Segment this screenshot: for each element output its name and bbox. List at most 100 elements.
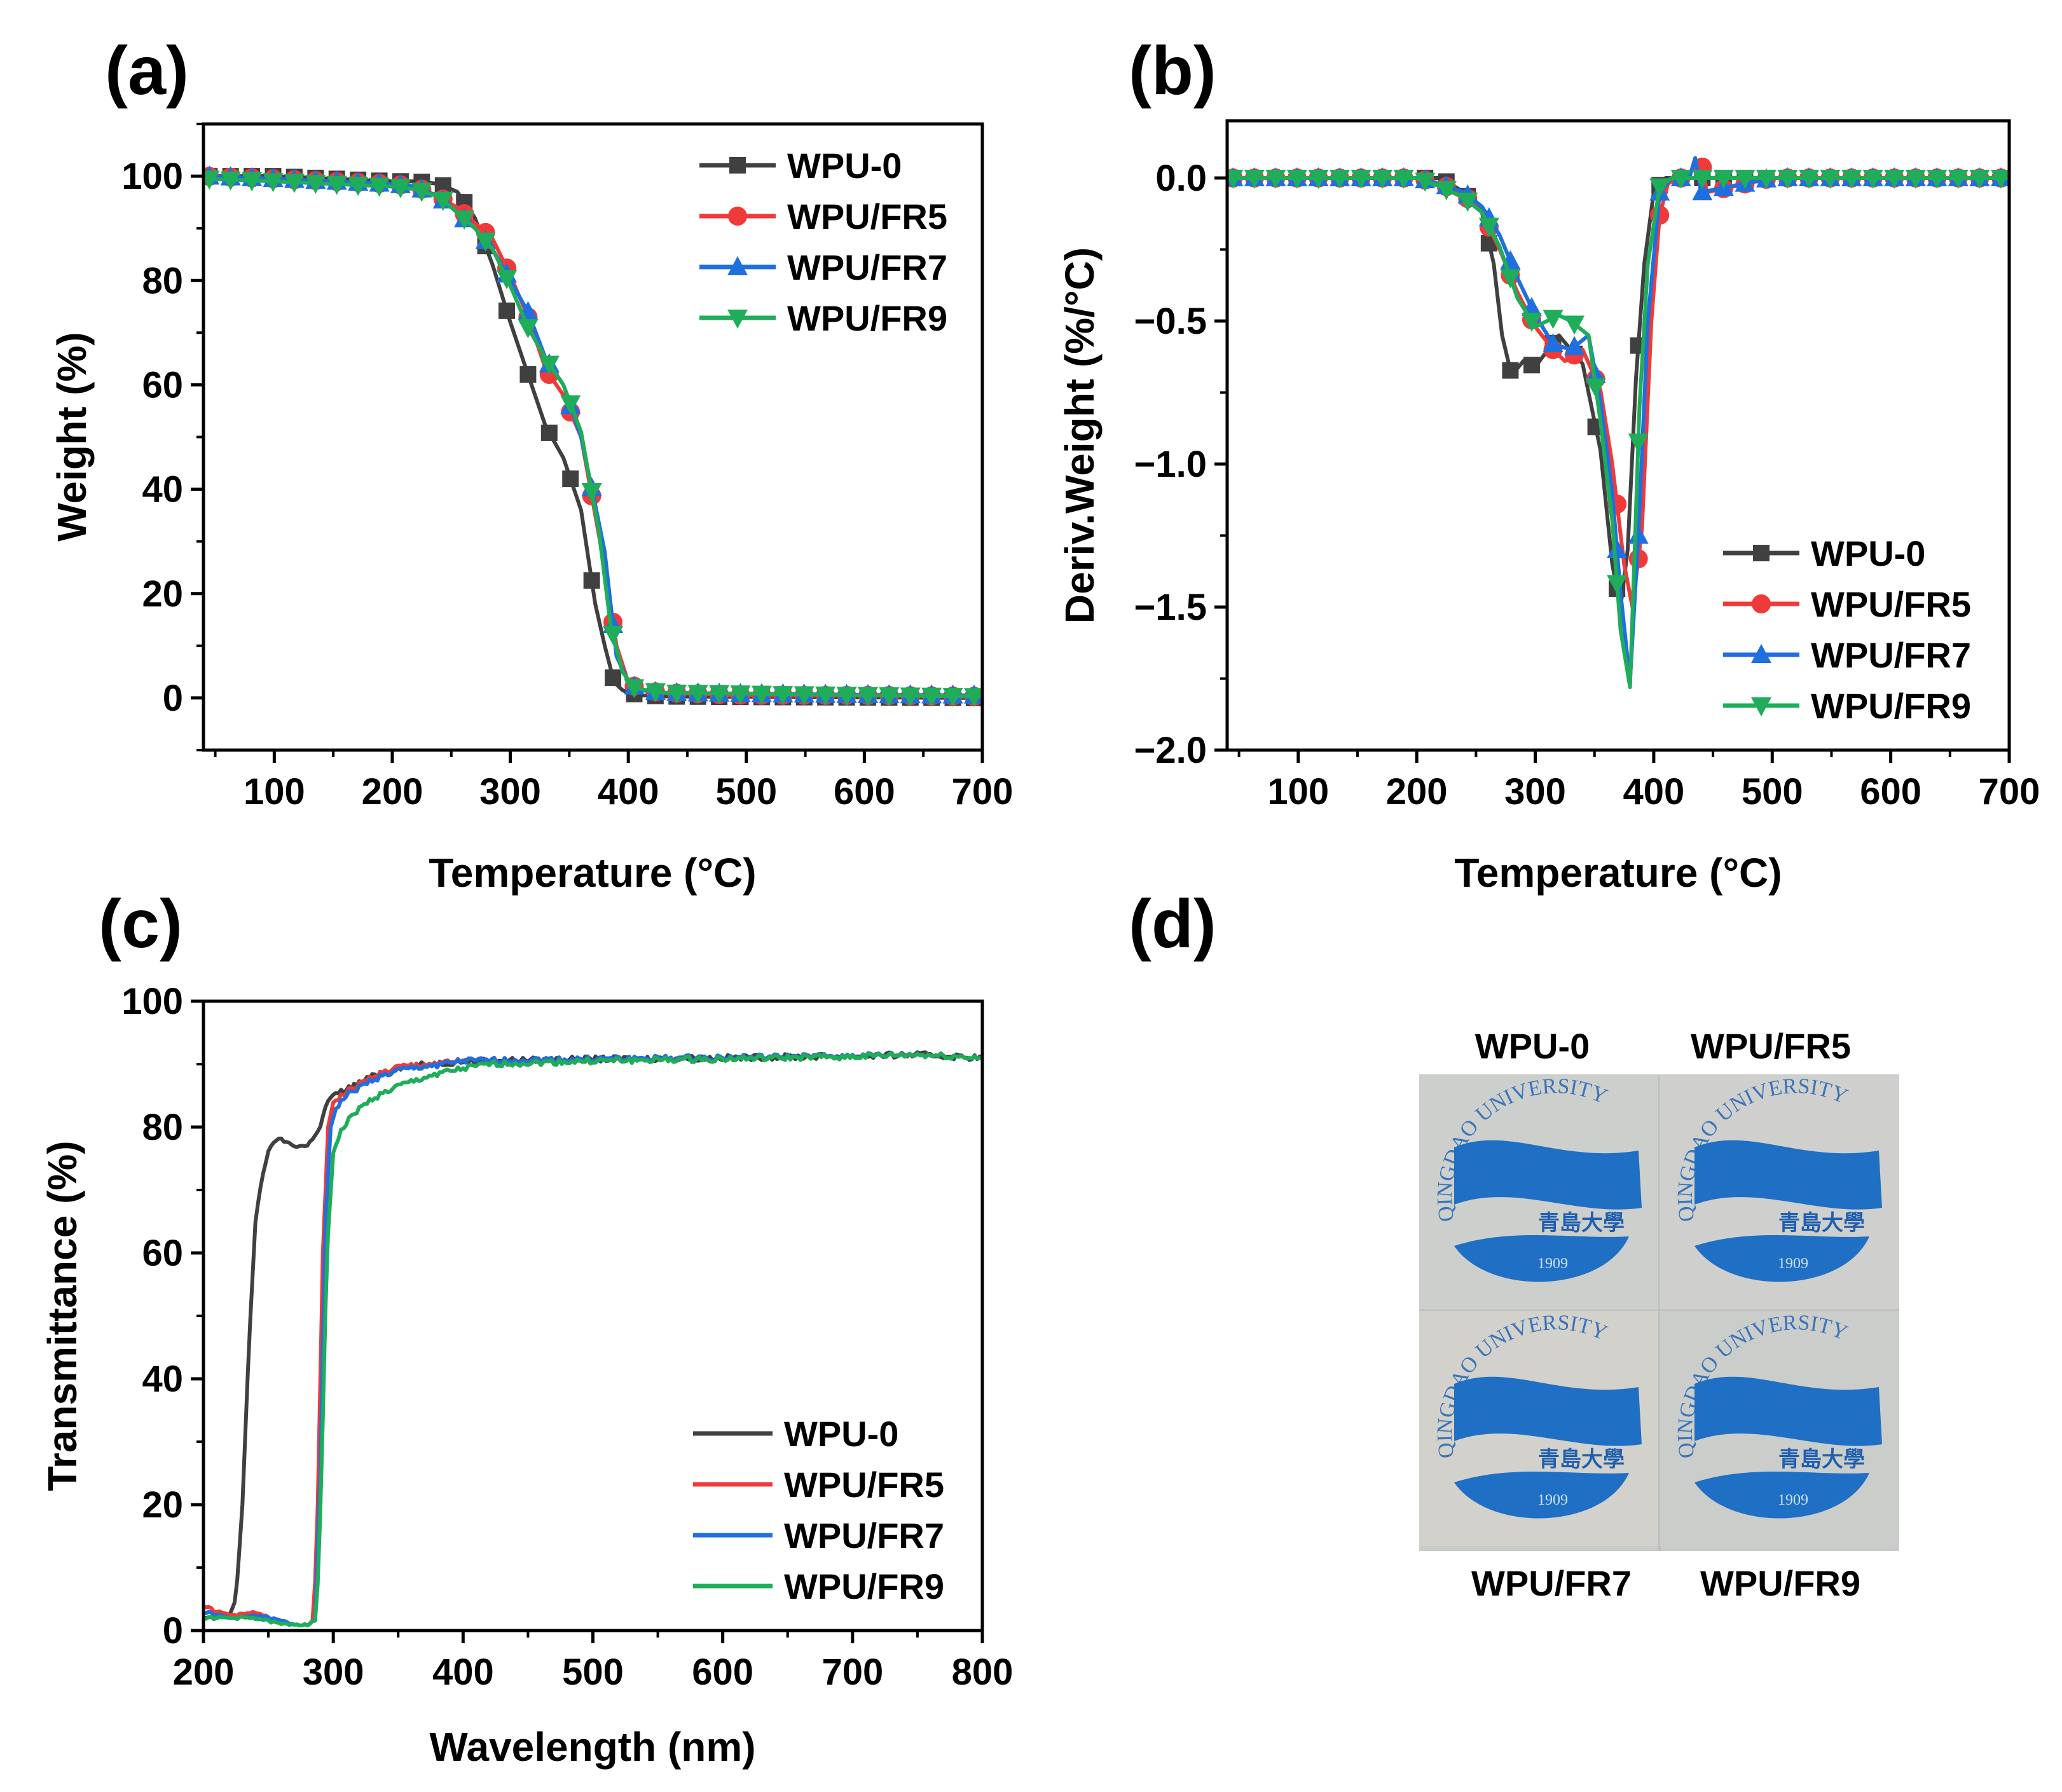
x-tick-label-a-100: 100 [244, 771, 305, 812]
legend-b: WPU-0 WPU/FR5 WPU/FR7 WPU/FR9 [1723, 533, 1971, 726]
marker-a-wpu-fr9 [263, 173, 284, 193]
logo-lower-bowl [1694, 1235, 1869, 1282]
legend-c: WPU-0 WPU/FR5 WPU/FR7 WPU/FR9 [693, 1414, 944, 1606]
legend-item-a-wpu-fr7: WPU/FR7 [699, 247, 947, 287]
marker-b-wpu-fr9 [1265, 170, 1286, 189]
x-tick-label-a-400: 400 [598, 771, 659, 812]
marker-a-wpu-fr9 [709, 685, 730, 704]
x-tick-label-c-700: 700 [821, 1652, 883, 1693]
y-axis-label-c: Transmittance (%) [39, 1140, 85, 1491]
marker-a-wpu-0 [498, 302, 516, 319]
logo-lower-bowl [1454, 1472, 1629, 1519]
legend-marker-a-wpu-0 [729, 157, 746, 174]
x-tick-label-c-300: 300 [303, 1652, 364, 1693]
marker-b-wpu-fr9 [1820, 170, 1841, 189]
marker-b-wpu-fr9 [1500, 269, 1521, 289]
legend-marker-a-wpu-fr9 [727, 310, 748, 329]
legend-item-b-wpu-fr7: WPU/FR7 [1723, 635, 1971, 675]
legend-label-a-wpu-0: WPU-0 [787, 146, 902, 186]
marker-b-wpu-fr9 [1478, 217, 1499, 237]
marker-b-wpu-fr9 [1607, 575, 1628, 594]
y-tick-label-b-3: −1.5 [1134, 587, 1207, 628]
legend-a: WPU-0 WPU/FR5 WPU/FR7 WPU/FR9 [699, 146, 947, 338]
legend-label-b-wpu-fr9: WPU/FR9 [1811, 686, 1971, 726]
marker-a-wpu-fr9 [497, 270, 518, 289]
marker-b-wpu-fr9 [1585, 378, 1606, 398]
series-line-a-wpu-0 [203, 174, 982, 700]
marker-b-wpu-fr7 [1628, 524, 1649, 544]
marker-b-wpu-fr9 [1799, 170, 1820, 189]
y-tick-label-b-0: 0.0 [1155, 158, 1207, 199]
logo-chinese-text: 青島大學 [1538, 1447, 1625, 1472]
x-tick-label-a-600: 600 [834, 771, 895, 812]
logo-chinese-text: 青島大學 [1538, 1210, 1625, 1236]
marker-a-wpu-fr9 [390, 179, 411, 198]
y-tick-label-c-4: 80 [142, 1107, 183, 1148]
marker-a-wpu-fr9 [560, 395, 581, 414]
y-tick-label-b-2: −1.0 [1134, 444, 1207, 485]
legend-item-b-wpu-0: WPU-0 [1723, 533, 1925, 573]
logo-lower-bowl [1694, 1472, 1869, 1519]
marker-a-wpu-fr9 [964, 688, 982, 708]
marker-b-wpu-fr9 [1948, 170, 1969, 189]
marker-a-wpu-fr9 [857, 687, 878, 706]
marker-b-wpu-fr9 [1884, 170, 1905, 189]
x-tick-label-b-500: 500 [1742, 771, 1803, 812]
legend-label-b-wpu-fr7: WPU/FR7 [1811, 635, 1971, 675]
marker-b-wpu-fr9 [1628, 434, 1649, 453]
marker-b-wpu-0 [1523, 357, 1540, 374]
logo-wave-band [1454, 1376, 1642, 1446]
photo-panel: WPU-0 WPU/FR5 QINGDAO UNIVERSITY青島大學1909… [1419, 1026, 1899, 1603]
legend-item-c-wpu-0: WPU-0 [693, 1414, 898, 1454]
legend-item-a-wpu-fr5: WPU/FR5 [699, 196, 947, 236]
marker-b-wpu-fr9 [1308, 170, 1329, 189]
marker-b-wpu-fr9 [1756, 170, 1777, 189]
photo-label-wpu-0: WPU-0 [1475, 1026, 1590, 1066]
marker-a-wpu-fr9 [942, 688, 963, 708]
marker-b-wpu-fr9 [1330, 170, 1351, 189]
marker-a-wpu-fr9 [751, 685, 772, 705]
legend-label-c-wpu-fr9: WPU/FR9 [784, 1566, 944, 1606]
logo-year: 1909 [1537, 1492, 1568, 1508]
legend-item-a-wpu-0: WPU-0 [699, 146, 902, 186]
marker-b-wpu-fr9 [1649, 178, 1670, 198]
legend-label-a-wpu-fr9: WPU/FR9 [787, 298, 947, 338]
marker-a-wpu-fr9 [432, 191, 453, 211]
logo-wave-band [1454, 1140, 1642, 1210]
logo-year: 1909 [1778, 1255, 1808, 1272]
legend-marker-b-wpu-fr9 [1751, 697, 1771, 716]
marker-b-wpu-fr9 [1372, 170, 1393, 189]
chart-a: 100 200 300 400 500 600 700 0 20 40 60 80 100 Temper… [49, 122, 1013, 896]
marker-b-wpu-fr9 [1415, 172, 1436, 192]
marker-a-wpu-fr9 [815, 686, 836, 706]
marker-a-wpu-0 [540, 424, 558, 441]
marker-a-wpu-fr9 [794, 686, 814, 706]
marker-a-wpu-fr9 [220, 171, 241, 191]
y-tick-label-c-0: 0 [163, 1610, 183, 1652]
marker-b-wpu-fr9 [1351, 170, 1371, 189]
marker-b-wpu-fr9 [1927, 170, 1948, 189]
legend-label-b-wpu-0: WPU-0 [1811, 533, 1925, 573]
y-tick-label-a-3: 60 [142, 364, 183, 406]
marker-b-wpu-fr9 [1713, 170, 1734, 189]
legend-label-a-wpu-fr7: WPU/FR7 [787, 247, 947, 287]
x-tick-label-a-200: 200 [362, 771, 423, 812]
marker-b-wpu-fr7 [1543, 333, 1564, 352]
marker-b-wpu-fr9 [1990, 170, 2009, 189]
marker-a-wpu-0 [605, 669, 622, 687]
y-tick-label-b-4: −2.0 [1134, 730, 1207, 771]
marker-a-wpu-fr9 [666, 684, 687, 704]
panel-label-c: (c) [99, 885, 182, 962]
panel-label-a: (a) [105, 32, 189, 109]
y-axis-label-b: Deriv.Weight (%/°C) [1057, 247, 1103, 624]
legend-label-a-wpu-fr5: WPU/FR5 [787, 196, 947, 236]
marker-a-wpu-fr9 [454, 210, 475, 230]
marker-b-wpu-fr9 [1777, 170, 1798, 189]
marker-a-wpu-fr9 [900, 687, 921, 707]
x-tick-label-a-300: 300 [479, 771, 541, 812]
marker-b-wpu-fr7 [1692, 181, 1713, 201]
marker-a-wpu-fr9 [921, 687, 942, 707]
